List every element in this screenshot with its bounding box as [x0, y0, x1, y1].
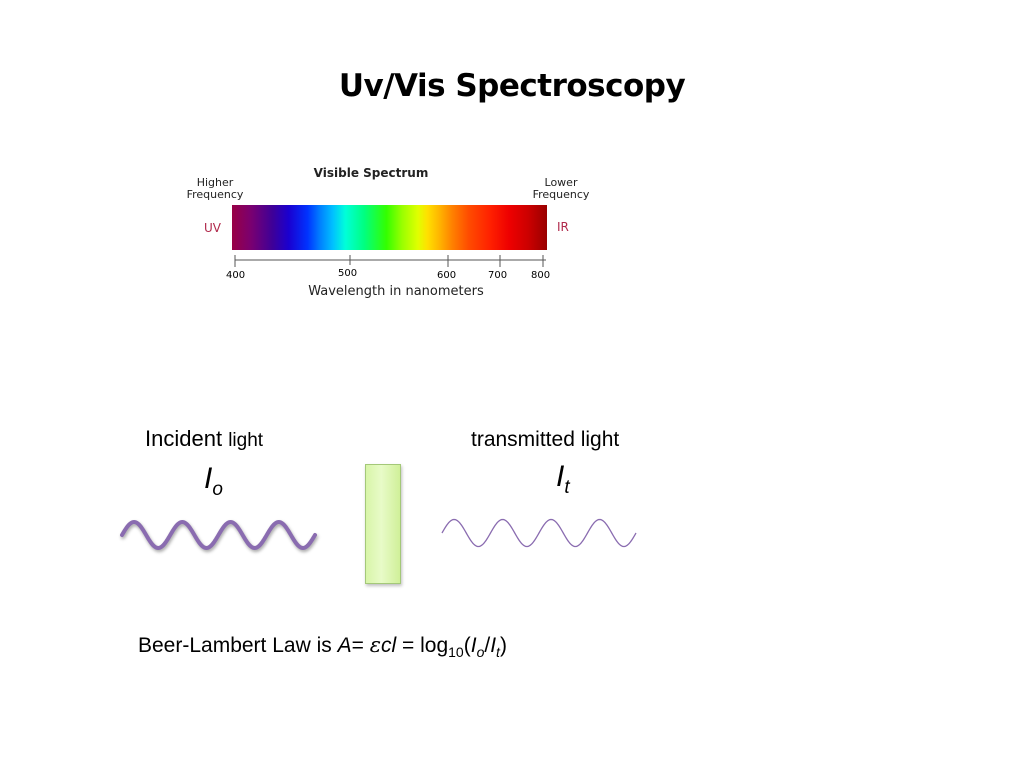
cl-symbol: cl	[381, 634, 397, 657]
close-paren: )	[499, 634, 507, 657]
it-denominator: I	[490, 634, 497, 657]
lower-frequency-label: Lower Frequency	[526, 177, 596, 201]
io-subscript: o	[212, 479, 223, 500]
wavelength-axis-label: Wavelength in nanometers	[308, 284, 484, 299]
it-subscript: t	[564, 477, 570, 498]
higher-frequency-line2: Frequency	[186, 188, 244, 201]
transmitted-wave-path	[441, 518, 637, 548]
equals-sign: =	[351, 634, 370, 657]
ir-label: IR	[557, 220, 569, 234]
it-letter: I	[556, 460, 565, 493]
slide-title: Uv/Vis Spectroscopy	[338, 68, 686, 104]
tick-label-800: 800	[531, 270, 550, 281]
log-text: = log	[396, 634, 449, 657]
transmitted-intensity-symbol: It	[556, 460, 570, 499]
sample-cuvette	[365, 464, 401, 584]
divide-slash: /	[484, 634, 491, 657]
uv-label: UV	[204, 221, 221, 235]
transmitted-light-label: transmitted light	[471, 428, 620, 451]
it-denominator-sub: t	[496, 644, 500, 660]
higher-frequency-label: Higher Frequency	[180, 177, 250, 201]
equation-prefix: Beer-Lambert Law is	[138, 634, 338, 657]
io-letter: I	[204, 462, 213, 495]
incident-wave-path	[120, 519, 317, 551]
higher-frequency-line1: Higher	[196, 176, 234, 189]
lower-frequency-line2: Frequency	[532, 188, 590, 201]
io-numerator: I	[470, 634, 477, 657]
incident-light-label: Incident light	[145, 426, 263, 452]
transmitted-wave	[441, 518, 637, 548]
open-paren: (	[463, 634, 471, 657]
incident-light-word: light	[228, 430, 264, 451]
incident-word: Incident	[145, 426, 223, 451]
epsilon-symbol: ε	[369, 633, 381, 657]
absorbance-symbol: A	[337, 634, 352, 657]
tick-label-600: 600	[437, 270, 456, 281]
incident-intensity-symbol: Io	[204, 462, 223, 501]
tick-label-500: 500	[338, 268, 357, 279]
spectrum-title: Visible Spectrum	[313, 166, 429, 180]
beer-lambert-equation: Beer-Lambert Law is A= εcl = log10(Io/It…	[138, 633, 507, 660]
tick-label-400: 400	[226, 270, 245, 281]
tick-label-700: 700	[488, 270, 507, 281]
io-numerator-sub: o	[476, 644, 485, 660]
lower-frequency-line1: Lower	[544, 176, 578, 189]
visible-spectrum-bar	[232, 205, 547, 250]
incident-wave	[120, 519, 317, 551]
wavelength-axis: 400 500 600 700 800	[226, 255, 550, 281]
log-base: 10	[448, 644, 464, 660]
